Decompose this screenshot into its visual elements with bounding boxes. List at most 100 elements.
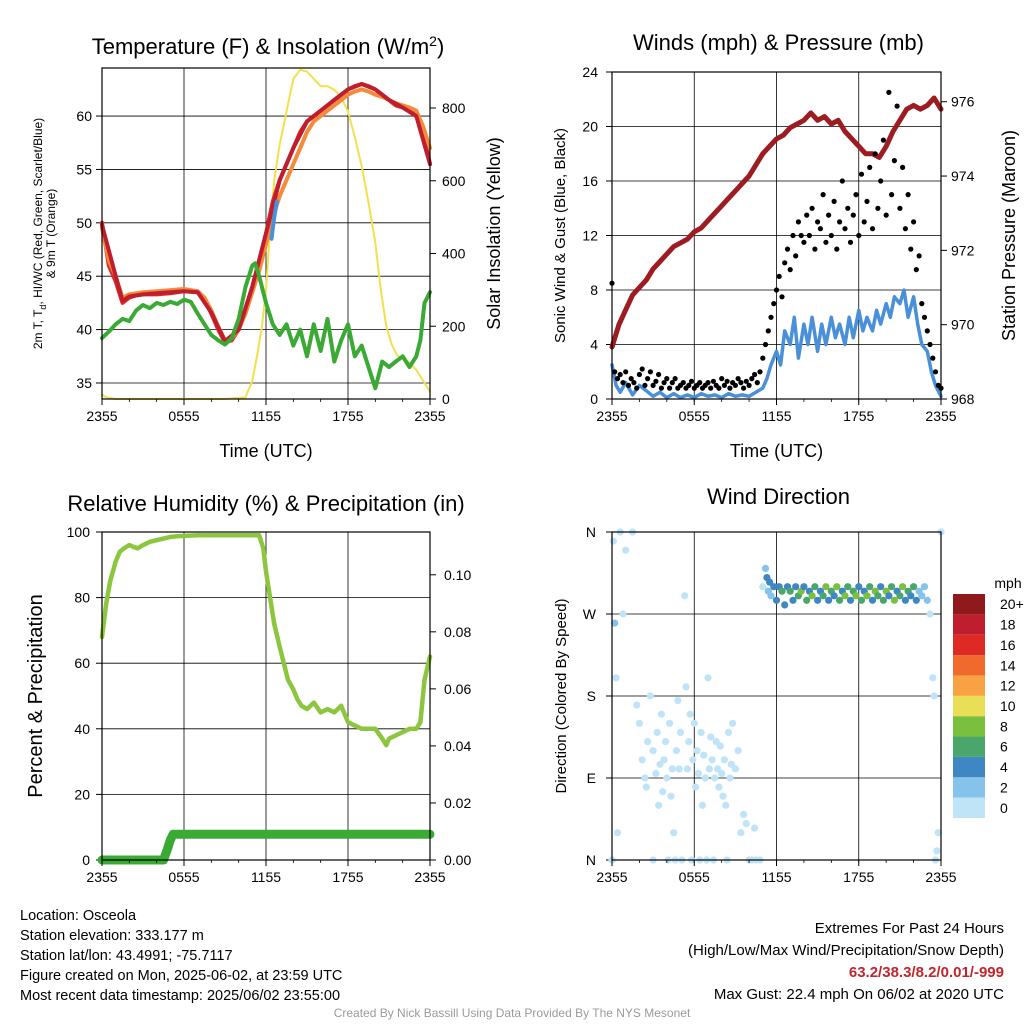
direction-point — [901, 596, 910, 604]
gust-point — [913, 267, 919, 273]
gust-point — [795, 219, 802, 225]
y-tick-label: E — [587, 770, 596, 786]
y-tick-label: 35 — [76, 375, 92, 391]
y-tick-label: 50 — [76, 215, 92, 231]
y-tick-label: 0 — [82, 852, 90, 868]
gust-point — [911, 219, 917, 225]
direction-point — [638, 756, 646, 764]
y-tick-label: 55 — [76, 161, 92, 177]
direction-point — [663, 774, 671, 782]
gust-point — [831, 198, 837, 204]
legend-label: 8 — [1000, 718, 1008, 734]
gust-point — [858, 171, 865, 177]
created-text: Figure created on Mon, 2025-06-02, at 23… — [20, 968, 343, 984]
direction-point — [933, 847, 941, 855]
direction-point — [803, 596, 811, 604]
gust-point — [688, 378, 695, 384]
x-tick-label: 0555 — [168, 408, 199, 424]
latlon-text: Station lat/lon: 43.4991; -75.7117 — [20, 948, 233, 964]
x-tick-label: 1155 — [251, 408, 281, 424]
extremes-values: 63.2/38.3/8.2/0.01/-999 — [848, 964, 1004, 981]
direction-point — [685, 738, 693, 746]
y-right-tick-label: 0.00 — [444, 852, 471, 868]
y-right-tick-label: 970 — [951, 317, 975, 333]
x-tick-label: 1155 — [251, 869, 281, 885]
direction-point — [833, 583, 841, 591]
gust-point — [735, 376, 741, 382]
y-tick-label: 40 — [76, 322, 92, 338]
legend-swatch — [953, 695, 985, 717]
gust-point — [798, 232, 804, 239]
gust-point — [614, 376, 621, 382]
series-sonic_wind — [610, 288, 943, 400]
panel-2: 0 4 8 12 16 20 24 968 970 972 974 976 2355 0555 1155 17… — [552, 30, 1019, 461]
gust-point — [880, 137, 887, 143]
direction-point — [879, 596, 888, 604]
direction-point — [642, 783, 650, 791]
direction-point — [737, 829, 745, 837]
y-tick-label: N — [586, 524, 596, 540]
extremes-heading: Extremes For Past 24 Hours — [814, 920, 1004, 937]
gust-point — [869, 226, 876, 232]
direction-point — [742, 820, 750, 828]
gust-point — [686, 382, 692, 388]
y-right-tick-label: 0.06 — [444, 681, 471, 697]
speed-legend: mph 0 2 4 6 8 10 12 14 16 18 20+ — [953, 575, 1024, 818]
direction-point — [825, 596, 833, 604]
gust-point — [927, 341, 933, 348]
direction-point — [792, 583, 800, 591]
direction-point — [693, 747, 701, 755]
gust-point — [867, 164, 873, 170]
direction-point — [874, 592, 882, 600]
gust-point — [834, 246, 840, 252]
direction-point — [667, 792, 675, 800]
gust-point — [823, 239, 829, 245]
x-tick-label: 1155 — [761, 869, 791, 885]
y-tick-label: 8 — [590, 282, 598, 298]
gust-point — [891, 158, 898, 164]
y-right-tick-label: 600 — [442, 173, 466, 189]
gust-point — [710, 378, 717, 384]
gust-point — [930, 355, 936, 361]
legend-label: 10 — [1000, 698, 1016, 714]
y-right-tick-label: 0.08 — [444, 624, 471, 640]
gust-point — [625, 382, 632, 388]
max-gust-text: Max Gust: 22.4 mph On 06/02 at 2020 UTC — [713, 986, 1004, 1003]
legend-swatch — [953, 716, 985, 737]
gust-point — [667, 385, 673, 391]
legend-swatch — [953, 736, 985, 757]
y-axis-label: Sonic Wind & Gust (Blue, Black) — [552, 128, 569, 343]
direction-point — [896, 592, 904, 600]
y-right-tick-label: 0 — [442, 391, 450, 407]
gust-point — [900, 164, 906, 170]
gust-point — [719, 376, 725, 382]
y-tick-label: 20 — [74, 786, 90, 802]
x-tick-label: 2355 — [925, 408, 956, 424]
gust-point — [612, 369, 618, 375]
direction-point — [761, 564, 770, 573]
direction-point — [659, 788, 667, 796]
gust-point — [754, 380, 760, 386]
direction-point — [653, 728, 661, 737]
gust-point — [782, 260, 788, 266]
direction-point — [686, 710, 694, 718]
gust-point — [749, 376, 755, 382]
chart-title: Relative Humidity (%) & Precipitation (i… — [67, 491, 464, 516]
gust-point — [768, 314, 774, 320]
x-tick-label: 1755 — [332, 869, 363, 885]
panel-3: 0 20 40 60 80 100 0.00 0.02 0.04 0.06 0.08 0.10 2355… — [25, 491, 471, 885]
credit-text: Created By Nick Bassill Using Data Provi… — [333, 1006, 691, 1020]
series-temp_9m — [100, 87, 432, 343]
direction-point — [701, 774, 709, 782]
direction-point — [740, 810, 748, 819]
direction-point — [619, 610, 627, 618]
direction-point — [704, 674, 712, 682]
gust-point — [784, 246, 791, 252]
gust-point — [919, 301, 925, 307]
direction-point — [668, 765, 676, 773]
direction-point — [920, 583, 929, 591]
legend-swatch — [953, 634, 985, 656]
direction-point — [934, 829, 942, 837]
x-tick-label: 2355 — [414, 869, 445, 885]
